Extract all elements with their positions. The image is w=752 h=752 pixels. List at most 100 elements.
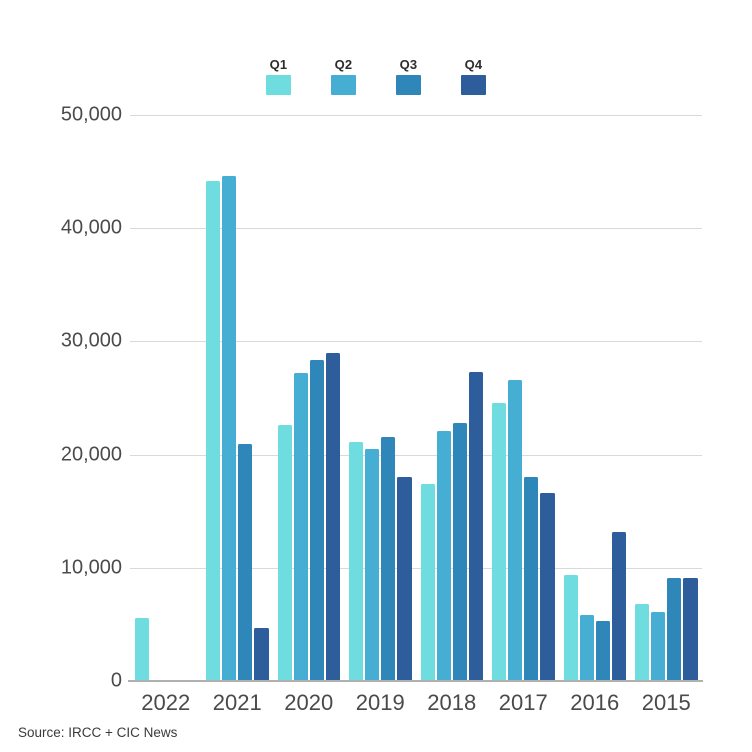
bar-2020-q4[interactable] — [325, 352, 340, 681]
bar-2019-q4[interactable] — [397, 477, 412, 681]
gridline-30000 — [130, 341, 702, 343]
x-tick-label-2017: 2017 — [498, 690, 548, 715]
bar-slot-2017-q1 — [492, 115, 507, 681]
bar-2016-q3[interactable] — [595, 621, 610, 681]
bar-groups — [130, 115, 702, 681]
bar-slot-2021-q2 — [222, 115, 237, 681]
bar-slot-2017-q3 — [524, 115, 539, 681]
legend-label: Q1 — [269, 57, 288, 72]
legend-item-q3[interactable]: Q3 — [396, 57, 421, 95]
bar-2020-q3[interactable] — [309, 359, 324, 681]
y-axis: 0 10,000 20,000 30,000 40,000 50,000 — [0, 104, 122, 692]
bar-2019-q3[interactable] — [381, 436, 396, 681]
bar-slot-2021-q4 — [254, 115, 269, 681]
y-tick-label-50000: 50,000 — [60, 103, 122, 126]
gridline-20000 — [130, 454, 702, 456]
bar-slot-2016-q2 — [579, 115, 594, 681]
bar-2019-q2[interactable] — [365, 448, 380, 681]
bar-2020-q1[interactable] — [277, 425, 292, 681]
y-tick-label-0: 0 — [110, 669, 122, 692]
bar-group-2018 — [416, 115, 488, 681]
bar-slot-2015-q2 — [651, 115, 666, 681]
x-tick-label-2018: 2018 — [427, 690, 477, 715]
x-tick-label-2022: 2022 — [141, 690, 191, 715]
x-tick-label-2019: 2019 — [355, 690, 405, 715]
bar-slot-2019-q1 — [349, 115, 364, 681]
bar-slot-2020-q2 — [293, 115, 308, 681]
y-tick-label-40000: 40,000 — [60, 216, 122, 239]
bar-2017-q2[interactable] — [508, 379, 523, 681]
bar-2017-q1[interactable] — [492, 402, 507, 681]
bar-2015-q1[interactable] — [635, 604, 650, 681]
bar-2016-q1[interactable] — [563, 574, 578, 681]
legend-swatch-q3 — [396, 75, 421, 95]
bar-2018-q3[interactable] — [452, 422, 467, 681]
bar-2022-q1[interactable] — [134, 617, 149, 681]
source-note: Source: IRCC + CIC News — [18, 725, 178, 740]
bar-slot-2019-q3 — [381, 115, 396, 681]
y-tick-label-20000: 20,000 — [60, 443, 122, 466]
bar-slot-2022-q3 — [167, 115, 181, 681]
bar-2020-q2[interactable] — [293, 373, 308, 681]
x-tick-label-2015: 2015 — [641, 690, 691, 715]
bar-slot-2021-q1 — [206, 115, 221, 681]
x-axis: 2022 2021 2020 2019 2018 2017 2016 2015 — [130, 690, 702, 716]
legend-item-q1[interactable]: Q1 — [266, 57, 291, 95]
legend-swatch-q2 — [331, 75, 356, 95]
legend-label: Q2 — [334, 57, 353, 72]
bar-2021-q4[interactable] — [254, 627, 269, 681]
x-tick-label-2020: 2020 — [284, 690, 334, 715]
bar-2017-q4[interactable] — [540, 493, 555, 681]
x-tick-label-2016: 2016 — [570, 690, 620, 715]
bar-2015-q2[interactable] — [651, 611, 666, 681]
bar-group-2016 — [559, 115, 631, 681]
gridline-40000 — [130, 228, 702, 230]
x-axis-baseline — [128, 680, 703, 682]
bar-2016-q2[interactable] — [579, 615, 594, 681]
bar-slot-2020-q4 — [325, 115, 340, 681]
bar-2021-q2[interactable] — [222, 176, 237, 681]
bar-slot-2022-q1 — [134, 115, 149, 681]
gridline-50000 — [130, 115, 702, 116]
bar-slot-2016-q1 — [563, 115, 578, 681]
bar-slot-2015-q4 — [683, 115, 698, 681]
chart-legend: Q1 Q2 Q3 Q4 — [266, 57, 486, 95]
bar-slot-2016-q4 — [611, 115, 626, 681]
y-tick-label-10000: 10,000 — [60, 556, 122, 579]
bar-slot-2020-q1 — [277, 115, 292, 681]
bar-2015-q3[interactable] — [667, 578, 682, 681]
bar-2018-q4[interactable] — [468, 371, 483, 681]
legend-swatch-q1 — [266, 75, 291, 95]
legend-item-q2[interactable]: Q2 — [331, 57, 356, 95]
bar-slot-2022-q2 — [151, 115, 165, 681]
legend-item-q4[interactable]: Q4 — [461, 57, 486, 95]
bar-group-2015 — [631, 115, 703, 681]
bar-slot-2015-q1 — [635, 115, 650, 681]
bar-slot-2017-q4 — [540, 115, 555, 681]
legend-swatch-q4 — [461, 75, 486, 95]
bar-slot-2015-q3 — [667, 115, 682, 681]
bar-2017-q3[interactable] — [524, 477, 539, 681]
bar-2018-q2[interactable] — [436, 430, 451, 681]
bar-group-2017 — [488, 115, 560, 681]
bar-slot-2016-q3 — [595, 115, 610, 681]
y-tick-label-30000: 30,000 — [60, 329, 122, 352]
bar-2021-q1[interactable] — [206, 180, 221, 681]
bar-group-2022 — [130, 115, 202, 681]
bar-slot-2019-q4 — [397, 115, 412, 681]
bar-slot-2022-q4 — [183, 115, 197, 681]
bar-2019-q1[interactable] — [349, 442, 364, 681]
x-tick-label-2021: 2021 — [212, 690, 262, 715]
bar-2015-q4[interactable] — [683, 578, 698, 681]
bar-group-2019 — [345, 115, 417, 681]
bar-2016-q4[interactable] — [611, 531, 626, 681]
bar-slot-2019-q2 — [365, 115, 380, 681]
bar-slot-2018-q1 — [420, 115, 435, 681]
bar-slot-2018-q3 — [452, 115, 467, 681]
plot-area — [128, 115, 703, 682]
bar-slot-2020-q3 — [309, 115, 324, 681]
gridline-10000 — [130, 567, 702, 569]
bar-2018-q1[interactable] — [420, 484, 435, 681]
bar-2021-q3[interactable] — [238, 444, 253, 681]
